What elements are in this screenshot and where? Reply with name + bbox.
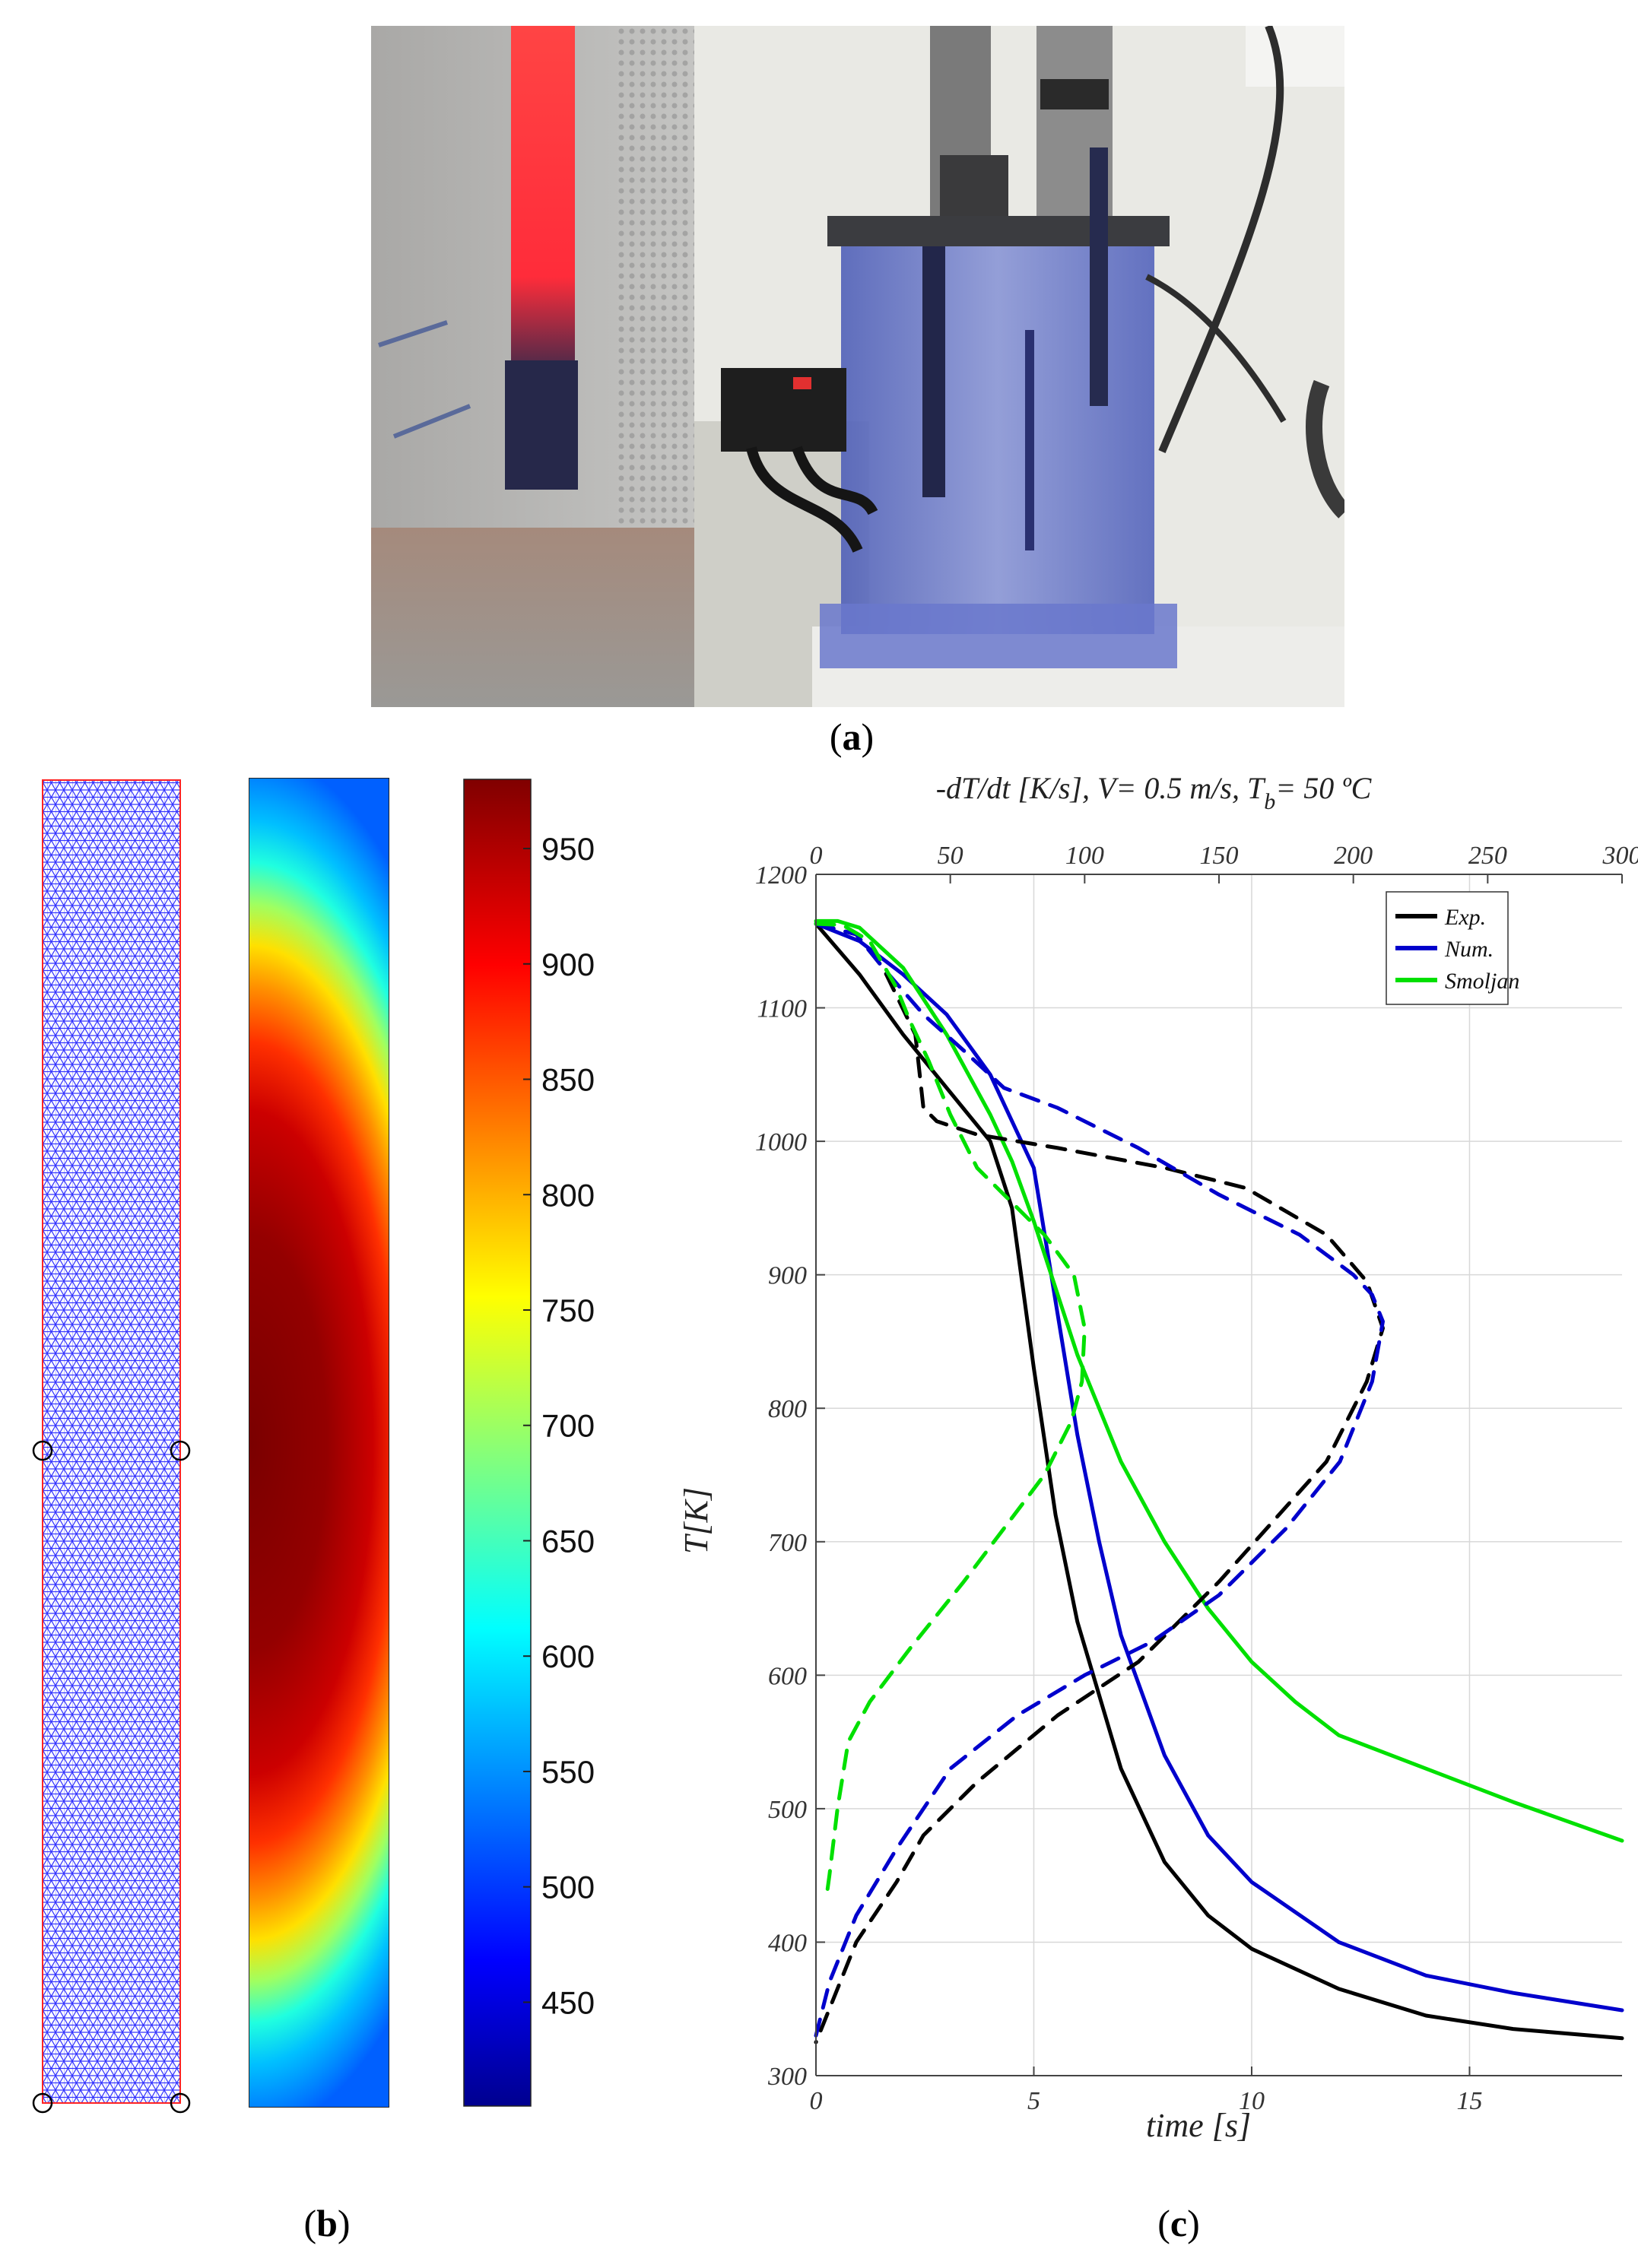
x-tick-label: 5 [1027,2087,1040,2115]
panel-a-label: (a) [829,715,875,758]
y-tick-label: 700 [768,1529,807,1557]
mesh-node-marker [32,2092,53,2114]
colorbar: 950 900 850 800 750 700 650 600 550 500 450 [463,779,595,2107]
mesh-node-marker [32,1440,53,1461]
series-line [814,918,1624,1843]
chart-xlabel: time [s] [1146,2107,1251,2144]
mesh-node-marker [170,1440,191,1461]
y-tick-label: 800 [768,1395,807,1423]
colorbar-tick-label: 500 [541,1870,595,1905]
series-line [814,921,1385,2044]
x2-tick-label: 100 [1065,842,1104,870]
colorbar-gradient [463,779,532,2107]
legend-label: Num. [1444,937,1494,962]
y-tick-label: 1000 [755,1128,807,1156]
chart-legend: Exp. Num. Smoljan [1386,891,1519,1005]
colorbar-tick-label: 550 [541,1754,595,1790]
chart-title: -dT/dt [K/s], V= 0.5 m/s, Tb= 50 ºC [936,771,1373,814]
fe-mesh [32,779,191,2114]
y-tick-label: 300 [767,2063,807,2091]
x-tick-label: 15 [1456,2087,1482,2115]
y-tick-label: 500 [768,1796,807,1824]
series-line [814,921,1624,2013]
y-tick-label: 1100 [757,995,807,1023]
colorbar-tick-label: 700 [541,1408,595,1444]
y-tick-label: 400 [768,1929,807,1957]
legend-label: Exp. [1444,905,1486,930]
series-line [814,921,1385,2038]
x2-tick-label: 50 [938,842,963,870]
x2-tick-label: 300 [1602,842,1638,870]
x-tick-label: 10 [1239,2087,1265,2115]
panel-c-label: (c) [1157,2202,1200,2244]
x2-tick-label: 0 [810,842,823,870]
x2-tick-label: 200 [1334,842,1373,870]
x-tick-label: 0 [810,2087,823,2115]
panel-b-label: (b) [303,2202,351,2244]
legend-label: Smoljan [1445,969,1519,994]
mesh-node-marker [170,2092,191,2114]
series-line [814,921,1624,2041]
x2-tick-label: 250 [1468,842,1507,870]
y-tick-label: 600 [768,1662,807,1690]
chart-grid [815,874,1622,2076]
colorbar-tick-label: 650 [541,1523,595,1559]
colorbar-tick-label: 800 [541,1177,595,1213]
temperature-field [249,778,389,2108]
series-line [814,921,1087,1898]
chart-ylabel: T[K] [678,1487,715,1554]
colorbar-tick-label: 950 [541,831,595,867]
colorbar-tick-label: 450 [541,1984,595,2020]
quench-photo [371,26,1344,707]
colorbar-tick-label: 850 [541,1062,595,1098]
colorbar-tick-label: 900 [541,947,595,982]
colorbar-tick-label: 600 [541,1638,595,1674]
chart-series [814,918,1624,2044]
colorbar-tick-label: 750 [541,1293,595,1328]
y-tick-label: 1200 [755,861,807,890]
x2-tick-label: 150 [1200,842,1239,870]
y-tick-label: 900 [768,1262,807,1290]
